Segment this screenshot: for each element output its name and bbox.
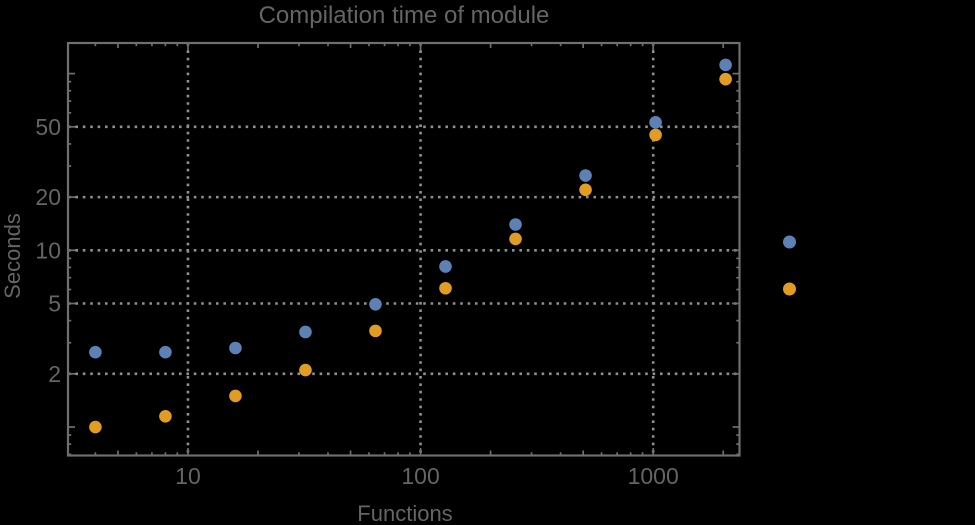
y-tick-label: 2	[48, 361, 61, 387]
y-axis-label: Seconds	[0, 213, 25, 299]
x-tick-label: 1000	[628, 463, 679, 489]
x-tick-label: 10	[175, 463, 201, 489]
y-tick-label: 5	[48, 291, 61, 317]
y-tick-label: 20	[35, 184, 61, 210]
x-axis-label: Functions	[357, 501, 452, 525]
data-point-orange	[649, 128, 662, 142]
data-point-orange	[89, 420, 102, 434]
y-tick-label: 10	[35, 237, 61, 263]
data-point-blue	[509, 218, 522, 231]
plot-frame	[66, 41, 741, 457]
data-point-orange	[369, 324, 382, 338]
data-point-blue	[579, 169, 592, 182]
data-point-orange	[509, 232, 522, 246]
data-point-blue	[719, 58, 732, 72]
data-point-blue	[369, 297, 382, 311]
data-point-blue	[229, 341, 242, 355]
chart-title: Compilation time of module	[259, 2, 550, 29]
data-point-orange	[299, 363, 312, 377]
data-point-blue	[159, 345, 172, 359]
data-point-blue	[89, 345, 102, 359]
data-point-orange	[229, 389, 242, 403]
data-point-blue	[439, 260, 452, 273]
data-point-blue	[649, 116, 662, 129]
x-tick-label: 100	[401, 463, 439, 489]
data-point-orange	[159, 409, 172, 423]
legend-marker-orange	[783, 282, 796, 296]
data-point-blue	[299, 325, 312, 339]
legend-marker-blue	[783, 235, 796, 249]
y-tick-label: 50	[35, 114, 61, 140]
data-point-orange	[719, 72, 732, 86]
data-point-orange	[439, 281, 452, 295]
data-point-orange	[579, 183, 592, 197]
